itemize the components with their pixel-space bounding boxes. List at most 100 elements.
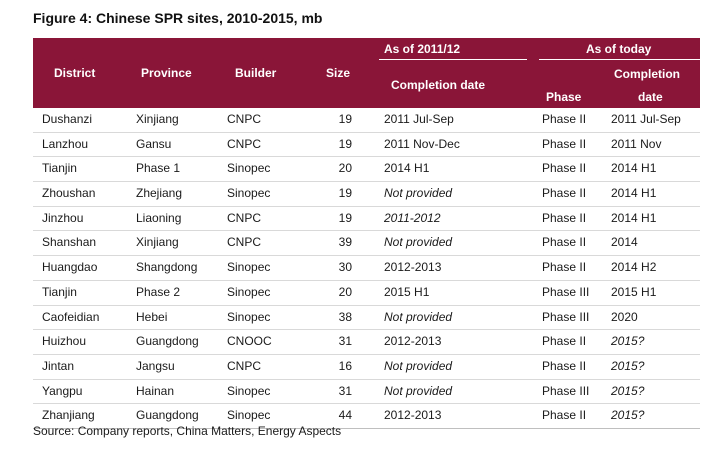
table-header: As of 2011/12 As of today District Provi… <box>33 38 700 108</box>
completion-today-cell: 2014 H1 <box>611 210 657 225</box>
district-cell: Jinzhou <box>42 210 84 225</box>
table-row: Tianjin Phase 1 Sinopec 20 2014 H1 Phase II 20… <box>33 157 700 183</box>
completion-today-cell: 2015? <box>611 334 645 349</box>
table-row: Yangpu Hainan Sinopec 31 Not provided Phase I… <box>33 380 700 405</box>
header-group-underline-today <box>539 59 700 60</box>
table-row: Huizhou Guangdong CNOOC 31 2012-2013 Phase II… <box>33 330 700 355</box>
header-province: Province <box>141 66 192 80</box>
province-cell: Shangdong <box>136 260 198 275</box>
builder-cell: Sinopec <box>227 408 271 423</box>
completion-today-cell: 2011 Nov <box>611 136 662 151</box>
phase-cell: Phase II <box>542 358 587 373</box>
size-cell: 16 <box>338 358 352 373</box>
builder-cell: CNOOC <box>227 334 272 349</box>
table-row: Dushanzi Xinjiang CNPC 19 2011 Jul-Sep Phase … <box>33 108 700 133</box>
completion-2011-cell: Not provided <box>384 383 453 398</box>
district-cell: Zhoushan <box>42 186 96 201</box>
province-cell: Phase 2 <box>136 284 181 299</box>
district-cell: Tianjin <box>42 284 77 299</box>
header-district: District <box>54 66 96 80</box>
completion-today-cell: 2014 <box>611 235 638 250</box>
completion-2011-cell: Not provided <box>384 358 453 373</box>
completion-2011-cell: 2011-2012 <box>384 210 441 225</box>
phase-cell: Phase II <box>542 161 587 176</box>
completion-today-cell: 2014 H1 <box>611 186 657 201</box>
size-cell: 20 <box>338 161 352 176</box>
size-cell: 38 <box>338 309 352 324</box>
completion-2011-cell: 2014 H1 <box>384 161 430 176</box>
completion-today-cell: 2015? <box>611 408 645 423</box>
district-cell: Caofeidian <box>42 309 100 324</box>
size-cell: 39 <box>338 235 352 250</box>
province-cell: Zhejiang <box>136 186 183 201</box>
header-builder: Builder <box>235 66 277 80</box>
province-cell: Jangsu <box>136 358 175 373</box>
builder-cell: CNPC <box>227 235 262 250</box>
size-cell: 20 <box>338 284 352 299</box>
table-row: Lanzhou Gansu CNPC 19 2011 Nov-Dec Phase II 20… <box>33 133 700 158</box>
province-cell: Gansu <box>136 136 172 151</box>
builder-cell: Sinopec <box>227 186 271 201</box>
province-cell: Hainan <box>136 383 175 398</box>
district-cell: Jintan <box>42 358 75 373</box>
phase-cell: Phase III <box>542 284 590 299</box>
completion-today-cell: 2020 <box>611 309 638 324</box>
phase-cell: Phase II <box>542 334 587 349</box>
header-size: Size <box>326 66 351 80</box>
header-completion-today-line2: date <box>638 90 663 104</box>
province-cell: Guangdong <box>136 334 199 349</box>
header-group-today: As of today <box>586 42 652 56</box>
province-cell: Phase 1 <box>136 161 181 176</box>
completion-2011-cell: Not provided <box>384 186 453 201</box>
header-phase: Phase <box>546 90 582 104</box>
completion-today-cell: 2014 H1 <box>611 161 657 176</box>
header-group-2011: As of 2011/12 <box>384 42 461 56</box>
completion-today-cell: 2014 H2 <box>611 260 657 275</box>
figure-title: Figure 4: Chinese SPR sites, 2010-2015, … <box>33 10 323 26</box>
size-cell: 44 <box>338 408 352 423</box>
phase-cell: Phase II <box>542 235 587 250</box>
table-row: Jinzhou Liaoning CNPC 19 2011-2012 Phase II 20… <box>33 207 700 232</box>
source-note: Source: Company reports, China Matters, … <box>33 424 342 438</box>
completion-2011-cell: 2012-2013 <box>384 408 442 423</box>
province-cell: Hebei <box>136 309 168 324</box>
district-cell: Huizhou <box>42 334 87 349</box>
district-cell: Shanshan <box>42 235 97 250</box>
phase-cell: Phase II <box>542 186 587 201</box>
table-row: Jintan Jangsu CNPC 16 Not provided Phase II 20… <box>33 355 700 380</box>
builder-cell: CNPC <box>227 112 262 126</box>
district-cell: Yangpu <box>42 383 83 398</box>
district-cell: Tianjin <box>42 161 77 176</box>
table-row: Huangdao Shangdong Sinopec 30 2012-2013 Phase… <box>33 256 700 281</box>
phase-cell: Phase III <box>542 383 590 398</box>
completion-today-cell: 2011 Jul-Sep <box>611 112 681 126</box>
completion-today-cell: 2015 H1 <box>611 284 657 299</box>
table-row: Shanshan Xinjiang CNPC 39 Not provided Phase … <box>33 231 700 257</box>
completion-2011-cell: Not provided <box>384 309 453 324</box>
phase-cell: Phase II <box>542 408 587 423</box>
phase-cell: Phase II <box>542 136 587 151</box>
size-cell: 19 <box>338 186 352 201</box>
table-row: Zhanjiang Guangdong Sinopec 44 2012-2013 Phas… <box>33 404 700 429</box>
phase-cell: Phase II <box>542 112 587 126</box>
province-cell: Guangdong <box>136 408 199 423</box>
district-cell: Lanzhou <box>42 136 89 151</box>
size-cell: 30 <box>338 260 352 275</box>
completion-2011-cell: 2011 Jul-Sep <box>384 112 454 126</box>
completion-2011-cell: 2011 Nov-Dec <box>384 136 460 151</box>
completion-2011-cell: 2015 H1 <box>384 284 430 299</box>
phase-cell: Phase II <box>542 210 587 225</box>
table-row: Zhoushan Zhejiang Sinopec 19 Not provided Pha… <box>33 182 700 207</box>
builder-cell: Sinopec <box>227 284 271 299</box>
builder-cell: Sinopec <box>227 383 271 398</box>
district-cell: Zhanjiang <box>42 408 95 423</box>
table-row: Caofeidian Hebei Sinopec 38 Not provided Phas… <box>33 306 700 331</box>
phase-cell: Phase II <box>542 260 587 275</box>
builder-cell: CNPC <box>227 136 262 151</box>
size-cell: 19 <box>338 112 352 126</box>
size-cell: 19 <box>338 136 352 151</box>
size-cell: 31 <box>338 383 352 398</box>
completion-2011-cell: 2012-2013 <box>384 260 442 275</box>
builder-cell: Sinopec <box>227 161 271 176</box>
province-cell: Xinjiang <box>136 112 179 126</box>
